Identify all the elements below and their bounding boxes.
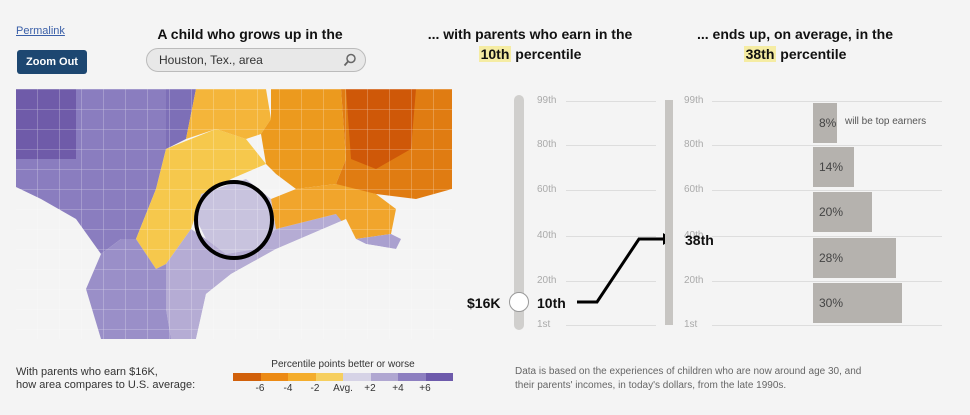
- zoom-out-button[interactable]: Zoom Out: [17, 50, 87, 74]
- legend-tick-label: +6: [419, 383, 431, 394]
- top-earners-annotation: will be top earners: [845, 116, 927, 127]
- tick-label: 40th: [684, 230, 704, 241]
- col3-title: ... ends up, on average, in the: [696, 26, 894, 42]
- legend-caption-line1: With parents who earn $16K,: [16, 366, 158, 378]
- col2-suffix: percentile: [515, 46, 582, 62]
- legend-swatch: [233, 373, 261, 381]
- search-value: Houston, Tex., area: [159, 53, 263, 67]
- gridline: [566, 101, 656, 102]
- bar-value-label: 28%: [819, 251, 844, 265]
- col2-title: ... with parents who earn in the: [427, 26, 633, 42]
- bar-value-label: 20%: [819, 205, 844, 219]
- legend-tick-label: Avg.: [333, 383, 353, 394]
- gridline: [566, 236, 656, 237]
- legend-ticks: -6 -4 -2 Avg. +2 +4 +6: [233, 383, 453, 395]
- gridline: [712, 281, 942, 282]
- legend-swatch: [315, 373, 343, 381]
- county-map[interactable]: [16, 89, 452, 339]
- gridline: [566, 325, 656, 326]
- legend-swatch: [288, 373, 316, 381]
- legend-swatch: [425, 373, 453, 381]
- area-search-input[interactable]: Houston, Tex., area: [146, 48, 366, 72]
- outcome-bar: 30%: [813, 283, 902, 323]
- col3-suffix: percentile: [780, 46, 847, 62]
- legend-tick-label: +4: [392, 383, 404, 394]
- income-slider-handle[interactable]: [509, 292, 529, 312]
- col2-percentile-highlight: 10th: [478, 46, 512, 62]
- tick-label: 99th: [684, 95, 704, 106]
- col3-percentile-highlight: 38th: [743, 46, 777, 62]
- legend-tick-label: -4: [283, 383, 293, 394]
- income-percentile: 10th: [537, 295, 566, 311]
- col1-title: A child who grows up in the: [157, 26, 343, 42]
- permalink-link[interactable]: Permalink: [16, 25, 65, 37]
- legend-tick-label: -2: [310, 383, 320, 394]
- income-slider-track[interactable]: [514, 95, 524, 330]
- tick-label: 20th: [684, 275, 704, 286]
- gridline: [712, 101, 942, 102]
- footnote-line2: their parents' incomes, in today's dolla…: [515, 380, 787, 391]
- legend-color-bar: [233, 373, 453, 381]
- outcome-track: [665, 100, 673, 325]
- gridline: [712, 325, 942, 326]
- legend-swatch: [260, 373, 288, 381]
- outcome-bar: 8%: [813, 103, 837, 143]
- gridline: [712, 236, 942, 237]
- outcome-bar: 28%: [813, 238, 896, 278]
- income-value: $16K: [467, 295, 501, 311]
- outcome-bar: 20%: [813, 192, 872, 232]
- footnote-line1: Data is based on the experiences of chil…: [515, 366, 862, 377]
- tick-label: 40th: [537, 230, 557, 241]
- legend-caption: With parents who earn $16K, how area com…: [16, 366, 195, 392]
- legend-caption-line2: how area compares to U.S. average:: [16, 379, 196, 391]
- tick-label: 20th: [537, 275, 557, 286]
- gridline: [566, 145, 656, 146]
- legend-title: Percentile points better or worse: [271, 359, 415, 370]
- gridline: [566, 190, 656, 191]
- legend-swatch: [370, 373, 398, 381]
- selected-area-circle: [194, 180, 274, 260]
- tick-label: 99th: [537, 95, 557, 106]
- map-region-east-texas[interactable]: [186, 89, 271, 139]
- outcome-percentile: 38th: [685, 232, 714, 248]
- col2-line2: 10th percentile: [410, 46, 650, 62]
- legend-tick-label: -6: [255, 383, 265, 394]
- tick-label: 1st: [684, 319, 698, 330]
- map-region-panhandle[interactable]: [16, 89, 76, 159]
- col3-line2: 38th percentile: [685, 46, 905, 62]
- outcome-arrow: [577, 233, 673, 304]
- bar-value-label: 8%: [819, 116, 837, 130]
- map-svg[interactable]: [16, 89, 452, 339]
- bar-value-label: 14%: [819, 160, 844, 174]
- search-icon[interactable]: [343, 53, 357, 67]
- tick-label: 60th: [684, 184, 704, 195]
- footnote: Data is based on the experiences of chil…: [515, 365, 861, 393]
- tick-label: 80th: [537, 139, 557, 150]
- gridline: [712, 145, 942, 146]
- bar-value-label: 30%: [819, 296, 844, 310]
- gridline: [712, 190, 942, 191]
- legend-swatch: [398, 373, 426, 381]
- legend-swatch: [343, 373, 371, 381]
- legend-tick-label: +2: [364, 383, 376, 394]
- tick-label: 60th: [537, 184, 557, 195]
- tick-label: 80th: [684, 139, 704, 150]
- tick-label: 1st: [537, 319, 551, 330]
- outcome-bar: 14%: [813, 147, 854, 187]
